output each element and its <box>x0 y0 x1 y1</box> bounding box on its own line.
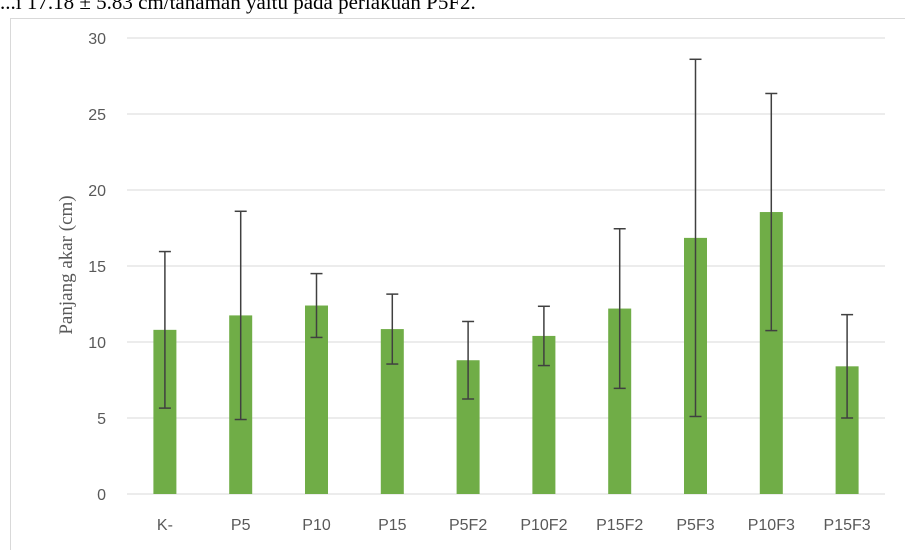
error-bars <box>159 59 853 419</box>
y-tick-label: 30 <box>88 31 106 48</box>
x-tick-label: K- <box>157 517 173 534</box>
x-tick-label: P10F2 <box>520 517 567 534</box>
x-tick-label: P15 <box>378 517 407 534</box>
x-tick-label: P10F3 <box>748 517 795 534</box>
x-tick-label: P15F2 <box>596 517 643 534</box>
bars <box>153 212 858 494</box>
y-tick-label: 0 <box>97 487 106 504</box>
y-tick-label: 5 <box>97 411 106 428</box>
y-tick-label: 20 <box>88 183 106 200</box>
x-tick-label: P5F2 <box>449 517 487 534</box>
x-tick-label: P15F3 <box>824 517 871 534</box>
y-tick-label: 25 <box>88 107 106 124</box>
y-tick-label: 15 <box>88 259 106 276</box>
x-axis-ticks: K- P5 P10 P15 P5F2 P10F2 P15F2 P5F3 P10F3 P15F3 <box>157 517 871 534</box>
x-tick-label: P5 <box>231 517 251 534</box>
y-axis-label: Panjang akar (cm) <box>56 195 77 334</box>
y-axis-ticks: 0 5 10 15 20 25 30 <box>88 31 106 504</box>
x-tick-label: P5F3 <box>676 517 714 534</box>
y-tick-label: 10 <box>88 335 106 352</box>
x-tick-label: P10 <box>302 517 331 534</box>
